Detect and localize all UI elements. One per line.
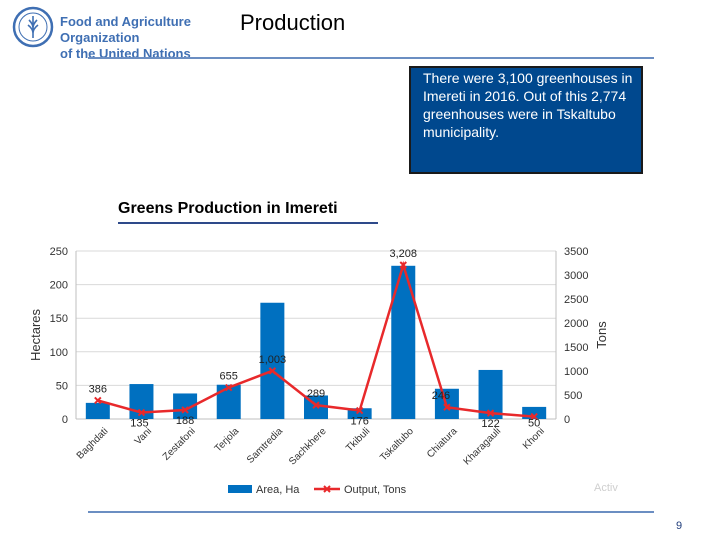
output-point (268, 367, 277, 375)
top-divider (88, 57, 654, 59)
fao-emblem-icon (12, 6, 54, 48)
chart-title: Greens Production in Imereti (118, 200, 338, 217)
y-tick-label: 100 (50, 347, 68, 359)
bar-area (85, 402, 110, 419)
output-data-label: 386 (89, 383, 107, 395)
y2-tick-label: 3000 (564, 270, 588, 282)
output-point (181, 406, 189, 414)
y2-axis-title: Tons (594, 321, 609, 349)
output-data-label: 176 (350, 416, 368, 428)
activation-watermark: Activ (594, 482, 618, 494)
x-tick-label: Zestafoni (161, 426, 198, 463)
output-point (355, 406, 364, 415)
legend-bar-swatch (228, 485, 252, 493)
x-tick-label: Chiatura (425, 426, 460, 461)
bar-area (216, 384, 241, 419)
x-tick-label: Sachkhere (287, 426, 329, 468)
bottom-divider (88, 511, 654, 513)
output-point (486, 409, 495, 417)
greenhouse-callout: There were 3,100 greenhouses in Imereti … (409, 66, 643, 174)
output-data-label: 655 (220, 371, 238, 383)
page-number: 9 (676, 520, 683, 532)
legend-line-marker (323, 485, 331, 493)
y-tick-label: 250 (50, 246, 68, 258)
output-point (530, 412, 538, 421)
y2-tick-label: 2000 (564, 318, 588, 330)
y2-tick-label: 1500 (564, 342, 588, 354)
y2-tick-label: 3500 (564, 246, 588, 258)
output-data-label: 3,208 (390, 248, 418, 260)
chart-title-underline (118, 222, 378, 224)
bar-area (347, 408, 372, 419)
legend-bar-label: Area, Ha (256, 484, 300, 496)
x-tick-label: Baghdati (75, 426, 111, 462)
output-data-label: 1,003 (259, 354, 287, 366)
x-tick-label: Tskaltubo (378, 426, 416, 464)
slide-title: Production (240, 10, 346, 35)
org-name-line2: of the United Nations (60, 46, 191, 61)
y2-tick-label: 500 (564, 390, 582, 402)
output-data-label: 289 (307, 388, 325, 400)
output-data-label: 135 (130, 418, 148, 430)
y-tick-label: 150 (50, 313, 68, 325)
bar-area (260, 302, 285, 419)
output-point (94, 396, 102, 405)
output-point (137, 408, 146, 417)
x-tick-label: Khoni (521, 426, 547, 452)
output-point (312, 401, 320, 409)
y2-tick-label: 2500 (564, 294, 588, 306)
org-name-line1: Food and Agriculture Organization (60, 14, 191, 45)
y-tick-label: 200 (50, 280, 68, 292)
x-tick-label: Samtredia (245, 426, 285, 466)
org-name: Food and Agriculture Organization of the… (60, 14, 242, 62)
output-point (399, 261, 407, 269)
greens-production-chart: 0501001502002500500100015002000250030003… (28, 246, 609, 496)
callout-text: There were 3,100 greenhouses in Imereti … (423, 70, 633, 140)
y-tick-label: 50 (56, 380, 68, 392)
y-axis-title: Hectares (28, 308, 43, 361)
y2-tick-label: 1000 (564, 366, 588, 378)
output-point (225, 383, 233, 392)
y-tick-label: 0 (62, 414, 68, 426)
x-tick-label: Kharagauli (462, 426, 504, 468)
output-data-label: 188 (176, 415, 194, 427)
x-tick-label: Terjola (213, 426, 242, 455)
legend-line-label: Output, Tons (344, 484, 407, 496)
output-data-label: 246 (432, 390, 450, 402)
y2-tick-label: 0 (564, 414, 570, 426)
x-tick-label: Tkibuli (344, 426, 372, 454)
output-data-label: 122 (481, 418, 499, 430)
output-point (443, 403, 451, 411)
output-data-label: 50 (528, 418, 540, 430)
fao-logo: Food and Agriculture Organization of the… (12, 6, 242, 61)
